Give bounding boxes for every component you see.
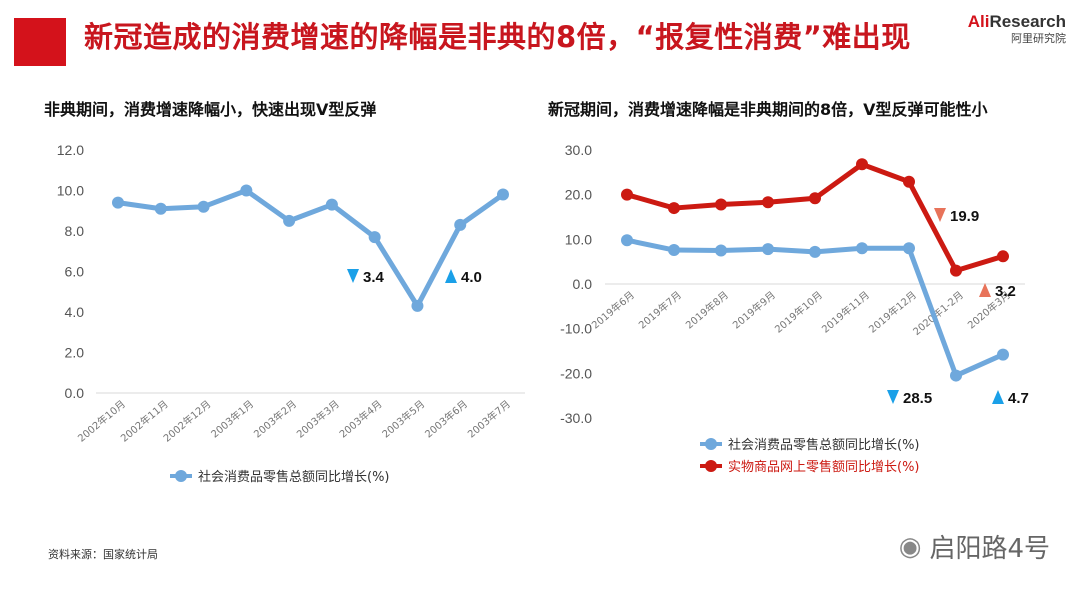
- wechat-icon: ◉: [898, 531, 922, 562]
- chart0-series-0-point: [240, 184, 253, 197]
- chart1-series-1-point: [668, 202, 680, 215]
- chart0-ytick: 8.0: [65, 223, 85, 239]
- chart1-series-0-point: [668, 244, 680, 257]
- chart0-ytick: 10.0: [57, 183, 84, 199]
- chart1-annotation-label: 19.9: [950, 208, 979, 225]
- chart1-ytick: 30.0: [565, 142, 592, 158]
- chart1-legend-label: 实物商品网上零售额同比增长(%): [728, 459, 920, 475]
- chart0-series-0-point: [368, 231, 381, 244]
- chart1-annotation-down-icon: [934, 208, 946, 222]
- chart1-xtick: 2019年12月: [866, 288, 919, 335]
- chart1-series-0-point: [997, 348, 1009, 361]
- logo-research: Research: [989, 12, 1066, 31]
- chart0-legend-swatch-marker: [175, 470, 187, 482]
- chart0-annotation-label: 4.0: [461, 269, 482, 286]
- chart0-annotation-up-icon: [445, 269, 457, 283]
- chart1-legend-swatch-marker: [705, 460, 717, 472]
- chart1-series-0-point: [950, 369, 962, 382]
- title-accent-bar: [14, 18, 66, 66]
- chart1-xtick: 2019年9月: [730, 288, 778, 331]
- chart1-xtick: 2019年7月: [636, 288, 684, 331]
- chart1-series-0-point: [621, 234, 633, 247]
- chart0-ytick: 12.0: [57, 142, 84, 158]
- chart1-series-0-point: [762, 243, 774, 256]
- chart1-legend-label: 社会消费品零售总额同比增长(%): [728, 437, 920, 453]
- chart1-annotation-label: 4.7: [1008, 390, 1029, 407]
- chart1-series-1-point: [762, 196, 774, 209]
- chart0-xtick: 2003年5月: [379, 397, 427, 440]
- chart1-series-1-point: [950, 264, 962, 277]
- chart0-xtick: 2002年12月: [161, 397, 214, 444]
- chart1-annotation-up-icon: [992, 390, 1004, 404]
- chart1-ytick: 20.0: [565, 187, 592, 203]
- chart0-xtick: 2003年4月: [337, 397, 385, 440]
- chart1-series-0-point: [903, 242, 915, 255]
- watermark: ◉ 启阳路4号: [899, 528, 1050, 565]
- page-title: 新冠造成的消费增速的降幅是非典的8倍，“报复性消费”难出现: [84, 20, 911, 54]
- chart1-series-1-point: [621, 188, 633, 201]
- chart1-series-1-point: [856, 158, 868, 171]
- chart0-series-0-point: [283, 214, 296, 227]
- chart0-series-0-point: [112, 196, 124, 209]
- chart0-series-0-point: [454, 218, 467, 231]
- chart1-series-1-point: [809, 192, 821, 205]
- chart0-xtick: 2003年6月: [422, 397, 470, 440]
- chart0-series-0-point: [497, 188, 509, 201]
- chart0-ytick: 6.0: [65, 264, 85, 280]
- right-chart-title: 新冠期间，消费增速降幅是非典期间的8倍，V型反弹可能性小: [548, 100, 988, 119]
- chart1-ytick: -30.0: [560, 410, 592, 426]
- chart0-legend-label: 社会消费品零售总额同比增长(%): [198, 469, 390, 485]
- chart1-ytick: 0.0: [573, 276, 593, 292]
- chart1-xtick: 2019年10月: [772, 288, 825, 335]
- chart1-ytick: -20.0: [560, 365, 592, 381]
- chart0-xtick: 2003年3月: [294, 397, 342, 440]
- chart0-series-0-point: [197, 200, 210, 213]
- chart1-annotation-up-icon: [979, 283, 991, 297]
- chart1-series-1-point: [715, 198, 727, 211]
- chart1-xtick: 2019年8月: [683, 288, 731, 331]
- chart0-series-0-line: [117, 188, 505, 309]
- chart0-ytick: 4.0: [65, 304, 85, 320]
- chart1-annotation-label: 28.5: [903, 390, 932, 407]
- chart1-xtick: 2019年11月: [819, 288, 872, 335]
- chart0-series-0-point: [154, 202, 167, 215]
- chart0-xtick: 2003年1月: [208, 397, 256, 440]
- chart0-series-0-point: [411, 299, 424, 312]
- aliresearch-logo: AliResearch 阿里研究院: [968, 12, 1066, 46]
- chart1-series-0-point: [856, 242, 868, 255]
- chart0-annotation-label: 3.4: [363, 269, 385, 286]
- left-chart-title: 非典期间，消费增速降幅小，快速出现V型反弹: [44, 100, 377, 119]
- logo-sub: 阿里研究院: [1011, 33, 1066, 45]
- data-source: 资料来源：国家统计局: [48, 548, 158, 561]
- chart1-annotation-down-icon: [887, 390, 899, 404]
- chart1-series-1-point: [903, 175, 915, 188]
- logo-ali: Ali: [967, 12, 990, 31]
- chart1-series-1-point: [997, 250, 1009, 263]
- chart1-legend-swatch-marker: [705, 438, 717, 450]
- chart0-xtick: 2003年2月: [251, 397, 299, 440]
- chart0-xtick: 2003年7月: [465, 397, 513, 440]
- chart1-annotation-label: 3.2: [995, 283, 1016, 300]
- chart0-ytick: 2.0: [65, 345, 85, 361]
- chart1-ytick: -10.0: [560, 321, 592, 337]
- chart1-xtick: 2019年6月: [589, 288, 637, 331]
- chart0-annotation-down-icon: [347, 269, 359, 283]
- chart1-ytick: 10.0: [565, 231, 592, 247]
- watermark-text: 启阳路4号: [929, 534, 1050, 564]
- chart0-series-0-point: [325, 198, 338, 211]
- chart1-series-0-point: [809, 245, 821, 258]
- chart0-ytick: 0.0: [65, 385, 85, 401]
- chart1-series-0-point: [715, 244, 727, 257]
